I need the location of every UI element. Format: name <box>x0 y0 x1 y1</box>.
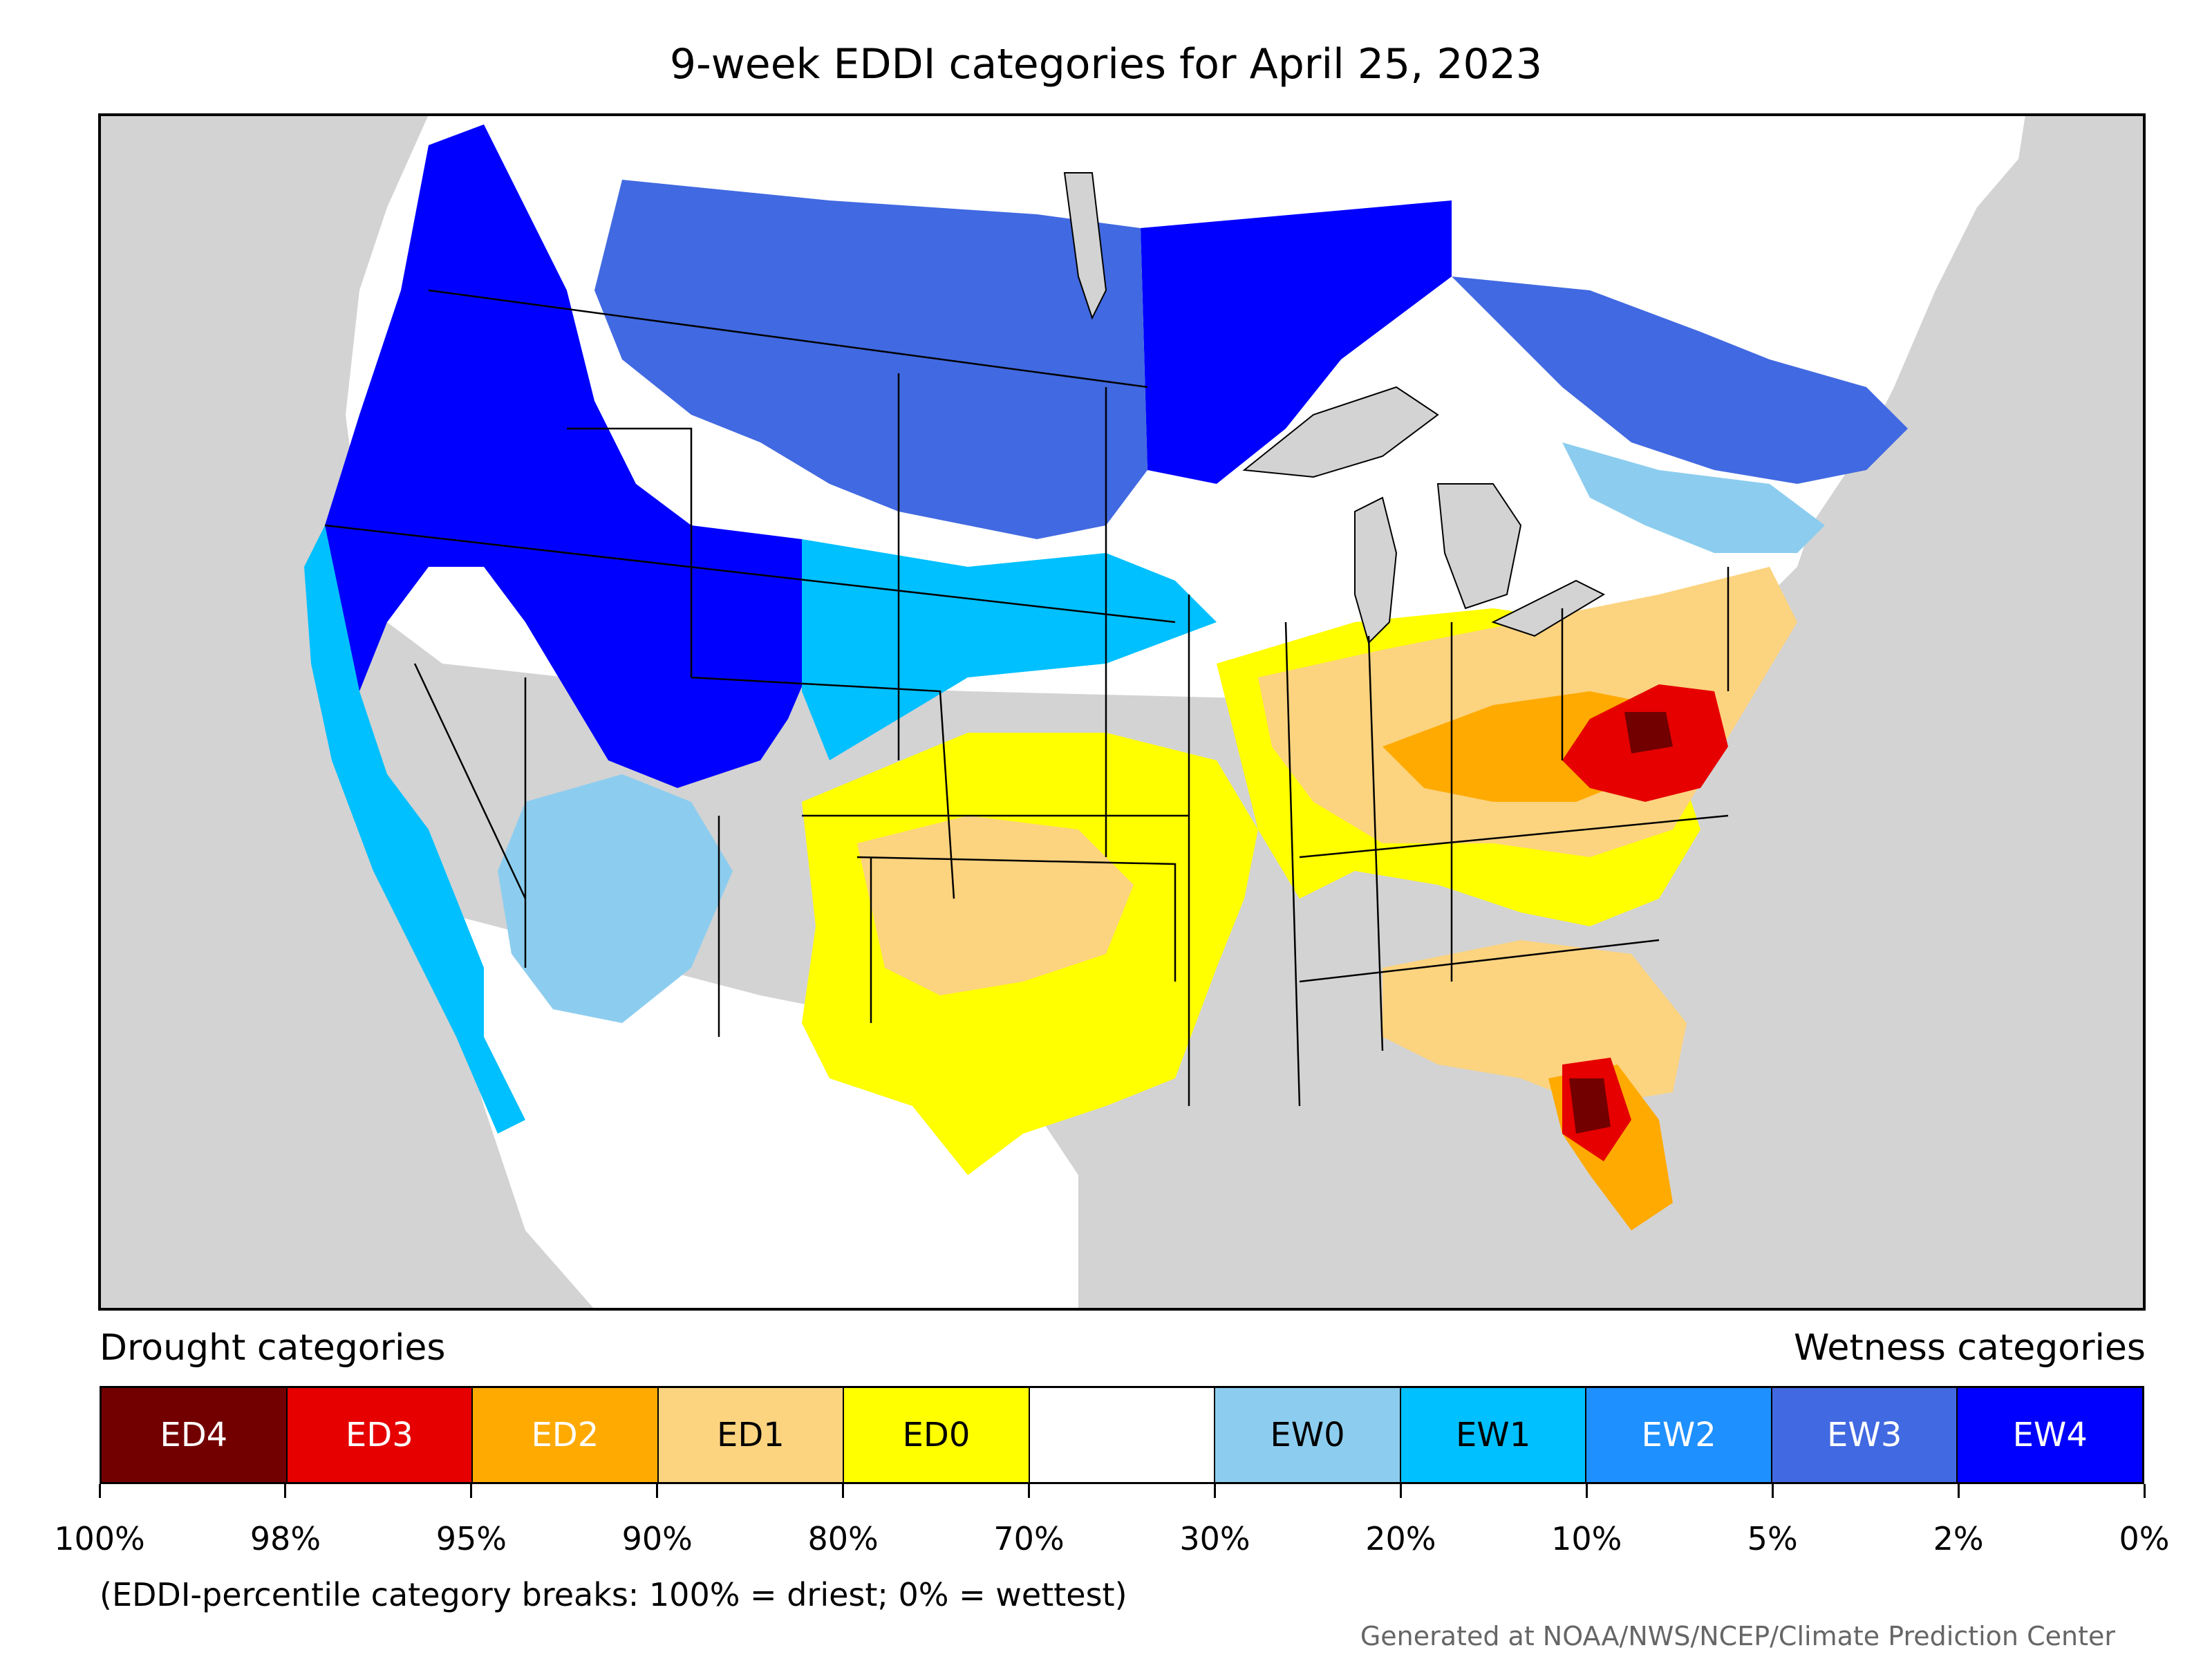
map-title: 9-week EDDI categories for April 25, 202… <box>669 40 1543 88</box>
colorbar-segment: EW4 <box>1958 1388 2143 1482</box>
colorbar-tick-label: 5% <box>1747 1520 1798 1557</box>
colorbar-tick <box>98 1484 101 1498</box>
colorbar-tick-label: 95% <box>435 1520 507 1557</box>
colorbar-segment: EW2 <box>1586 1388 1772 1482</box>
colorbar-tick <box>1213 1484 1216 1498</box>
colorbar-tick <box>842 1484 845 1498</box>
ew3-east <box>1452 276 1908 484</box>
colorbar-segment: ED3 <box>287 1388 474 1482</box>
colorbar-tick-label: 90% <box>621 1520 693 1557</box>
ew4-north <box>1141 200 1452 484</box>
lake-michigan <box>1354 496 1398 644</box>
colorbar-ticks: 100% 98% 95% 90% 80% 70% 30% 20% 10% 5% 2% 0% <box>54 1484 2169 1557</box>
colorbar-tick-label: 98% <box>250 1520 321 1557</box>
colorbar-tick <box>1957 1484 1960 1498</box>
ed1-southern-plains <box>857 816 1134 995</box>
colorbar-tick <box>1028 1484 1031 1498</box>
colorbar-segment: EW0 <box>1215 1388 1401 1482</box>
colorbar-segment: ED2 <box>473 1388 659 1482</box>
colorbar-tick-label: 20% <box>1365 1520 1436 1557</box>
ew3-north <box>594 180 1147 539</box>
colorbar-segment: EW1 <box>1400 1388 1587 1482</box>
colorbar-tick-label: 70% <box>993 1520 1065 1557</box>
ew4-west <box>325 124 830 788</box>
colorbar-segment: ED1 <box>658 1388 845 1482</box>
colorbar-tick <box>1771 1484 1774 1498</box>
no-data-band <box>429 115 1452 221</box>
colorbar-segment: ED4 <box>102 1388 288 1482</box>
colorbar-tick-label: 30% <box>1179 1520 1250 1557</box>
colorbar-segment: EW3 <box>1772 1388 1958 1482</box>
colorbar-tick <box>656 1484 659 1498</box>
colorbar-tick-label: 10% <box>1551 1520 1622 1557</box>
lake-huron <box>1436 483 1522 610</box>
hudson-bay-inlet <box>1063 172 1107 320</box>
colorbar-segment <box>1029 1388 1216 1482</box>
colorbar-tick <box>284 1484 287 1498</box>
credit-line: Generated at NOAA/NWS/NCEP/Climate Predi… <box>1360 1621 2115 1651</box>
lake-superior <box>1242 386 1439 478</box>
ed4-virginia <box>1624 712 1673 753</box>
colorbar-tick-label: 0% <box>2119 1520 2170 1557</box>
ew1-central <box>802 539 1217 760</box>
category-colorbar: ED4 ED3 ED2 ED1 ED0 EW0 EW1 EW2 EW3 EW4 <box>100 1386 2144 1484</box>
colorbar-tick-label: 80% <box>807 1520 879 1557</box>
lake-erie <box>1491 579 1606 637</box>
map-frame <box>98 113 2146 1311</box>
state-borders <box>324 289 1730 1107</box>
ed4-florida <box>1569 1078 1611 1134</box>
colorbar-tick <box>470 1484 473 1498</box>
drought-categories-heading: Drought categories <box>100 1327 446 1369</box>
colorbar-segment: ED0 <box>844 1388 1030 1482</box>
ew0-northeast <box>1562 442 1825 553</box>
wetness-categories-heading: Wetness categories <box>1794 1327 2146 1369</box>
colorbar-tick <box>1585 1484 1588 1498</box>
colorbar-tick-label: 100% <box>54 1520 145 1557</box>
colorbar-tick <box>1399 1484 1402 1498</box>
colorbar-tick-label: 2% <box>1933 1520 1984 1557</box>
percentile-note: (EDDI-percentile category breaks: 100% =… <box>100 1576 1127 1613</box>
ew1-west-coast <box>304 525 525 1134</box>
ew0-southwest <box>498 774 733 1023</box>
colorbar-tick <box>2143 1484 2146 1498</box>
